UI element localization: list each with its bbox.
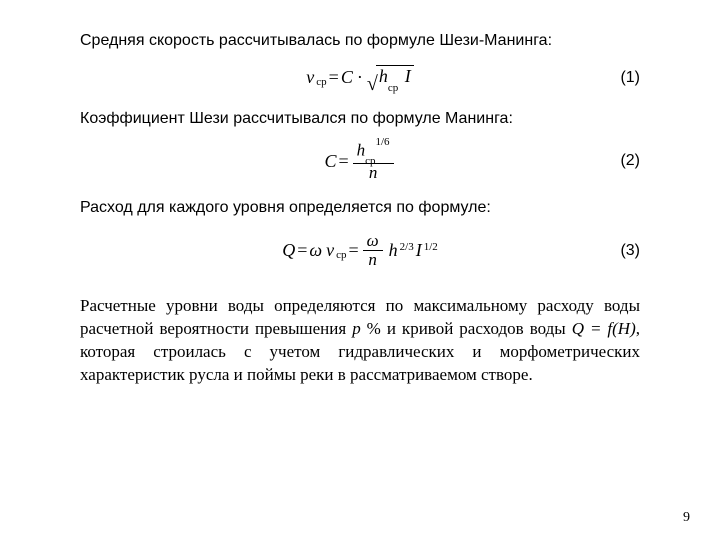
fraction-3: ω n (363, 232, 383, 270)
radicand-1: hср I (376, 65, 414, 90)
var-v: v (306, 67, 314, 88)
body-Q: Q = f(H) (572, 319, 636, 338)
eq-number-2: (2) (620, 152, 640, 170)
equation-row-1: vср = C · √ hср I (1) (80, 58, 640, 98)
eq-number-1: (1) (620, 69, 640, 87)
var-omega: ω (309, 240, 322, 261)
page: Средняя скорость рассчитывалась по форму… (0, 0, 720, 540)
var-h2: h (357, 140, 366, 159)
var-Q: Q (282, 240, 295, 261)
formula-3: Q = ω vср = ω n h2/3 I1/2 (282, 232, 438, 270)
var-v3: v (326, 240, 334, 261)
equation-row-3: Q = ω vср = ω n h2/3 I1/2 (3) (80, 225, 640, 277)
eq-number-3: (3) (620, 242, 640, 260)
body-t2: % и кривой расходов воды (361, 319, 572, 338)
var-I3: I (416, 240, 422, 261)
intro-line-1: Средняя скорость рассчитывалась по форму… (80, 30, 640, 52)
exp-h2: 1/6 (376, 136, 390, 148)
frac2-num: hср1/6 (353, 140, 394, 163)
var-C2: C (324, 151, 336, 172)
sub-v3: ср (336, 249, 346, 261)
sub-h2: ср (365, 155, 375, 167)
exp-h3: 2/3 (400, 241, 414, 253)
fraction-2: hср1/6 n (353, 140, 394, 183)
frac3-num: ω (363, 232, 383, 251)
var-h1: h (379, 66, 388, 86)
sub-cp1: ср (316, 76, 326, 88)
dot-1: · (357, 67, 363, 88)
eq-sym-3b: = (348, 240, 358, 261)
eq-sym-1: = (329, 67, 339, 88)
sqrt-1: √ hср I (367, 65, 414, 90)
intro-line-2: Коэффициент Шези рассчитывался по формул… (80, 108, 640, 130)
eq-sym-3a: = (297, 240, 307, 261)
formula-2: C = hср1/6 n (324, 140, 395, 183)
body-paragraph: Расчетные уровни воды определяются по ма… (80, 295, 640, 387)
formula-1: vср = C · √ hср I (306, 65, 413, 90)
exp-I3: 1/2 (424, 241, 438, 253)
frac3-den: n (364, 251, 381, 270)
equation-row-2: C = hср1/6 n (2) (80, 135, 640, 187)
body-p: р (352, 319, 361, 338)
page-number: 9 (683, 510, 690, 526)
var-h3: h (389, 240, 398, 261)
var-C: C (341, 67, 353, 88)
eq-sym-2: = (338, 151, 348, 172)
sub-h1: ср (388, 82, 398, 94)
intro-line-3: Расход для каждого уровня определяется п… (80, 197, 640, 219)
var-I1: I (405, 66, 411, 86)
